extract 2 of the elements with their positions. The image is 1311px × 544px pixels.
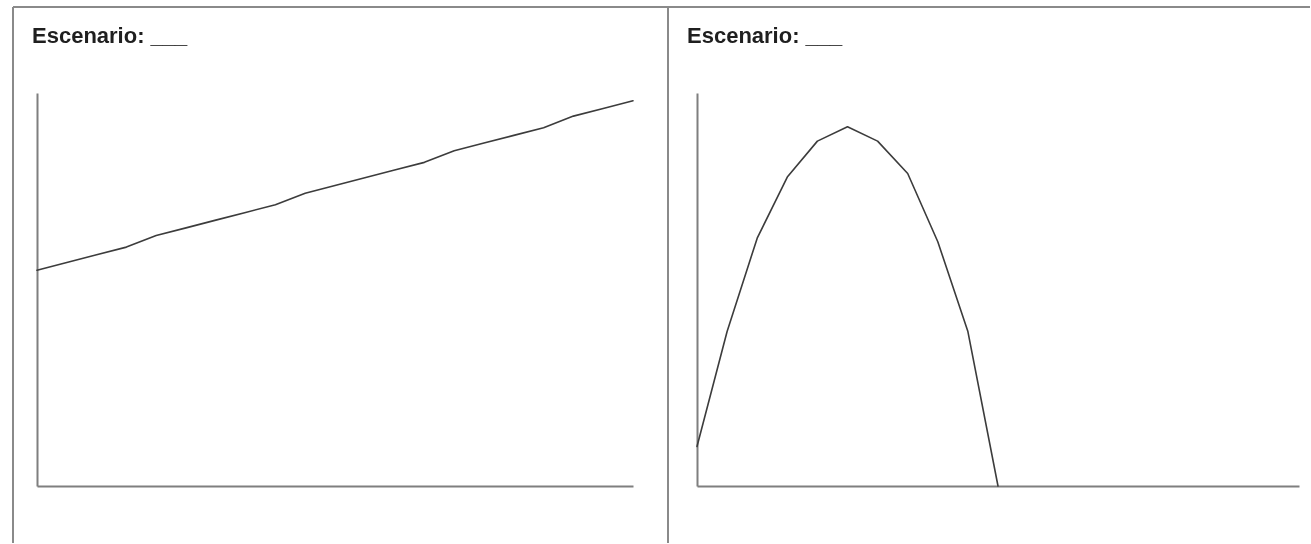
chart-title: Escenario: ___ (32, 22, 189, 48)
chart-title: Escenario: ___ (687, 22, 844, 48)
